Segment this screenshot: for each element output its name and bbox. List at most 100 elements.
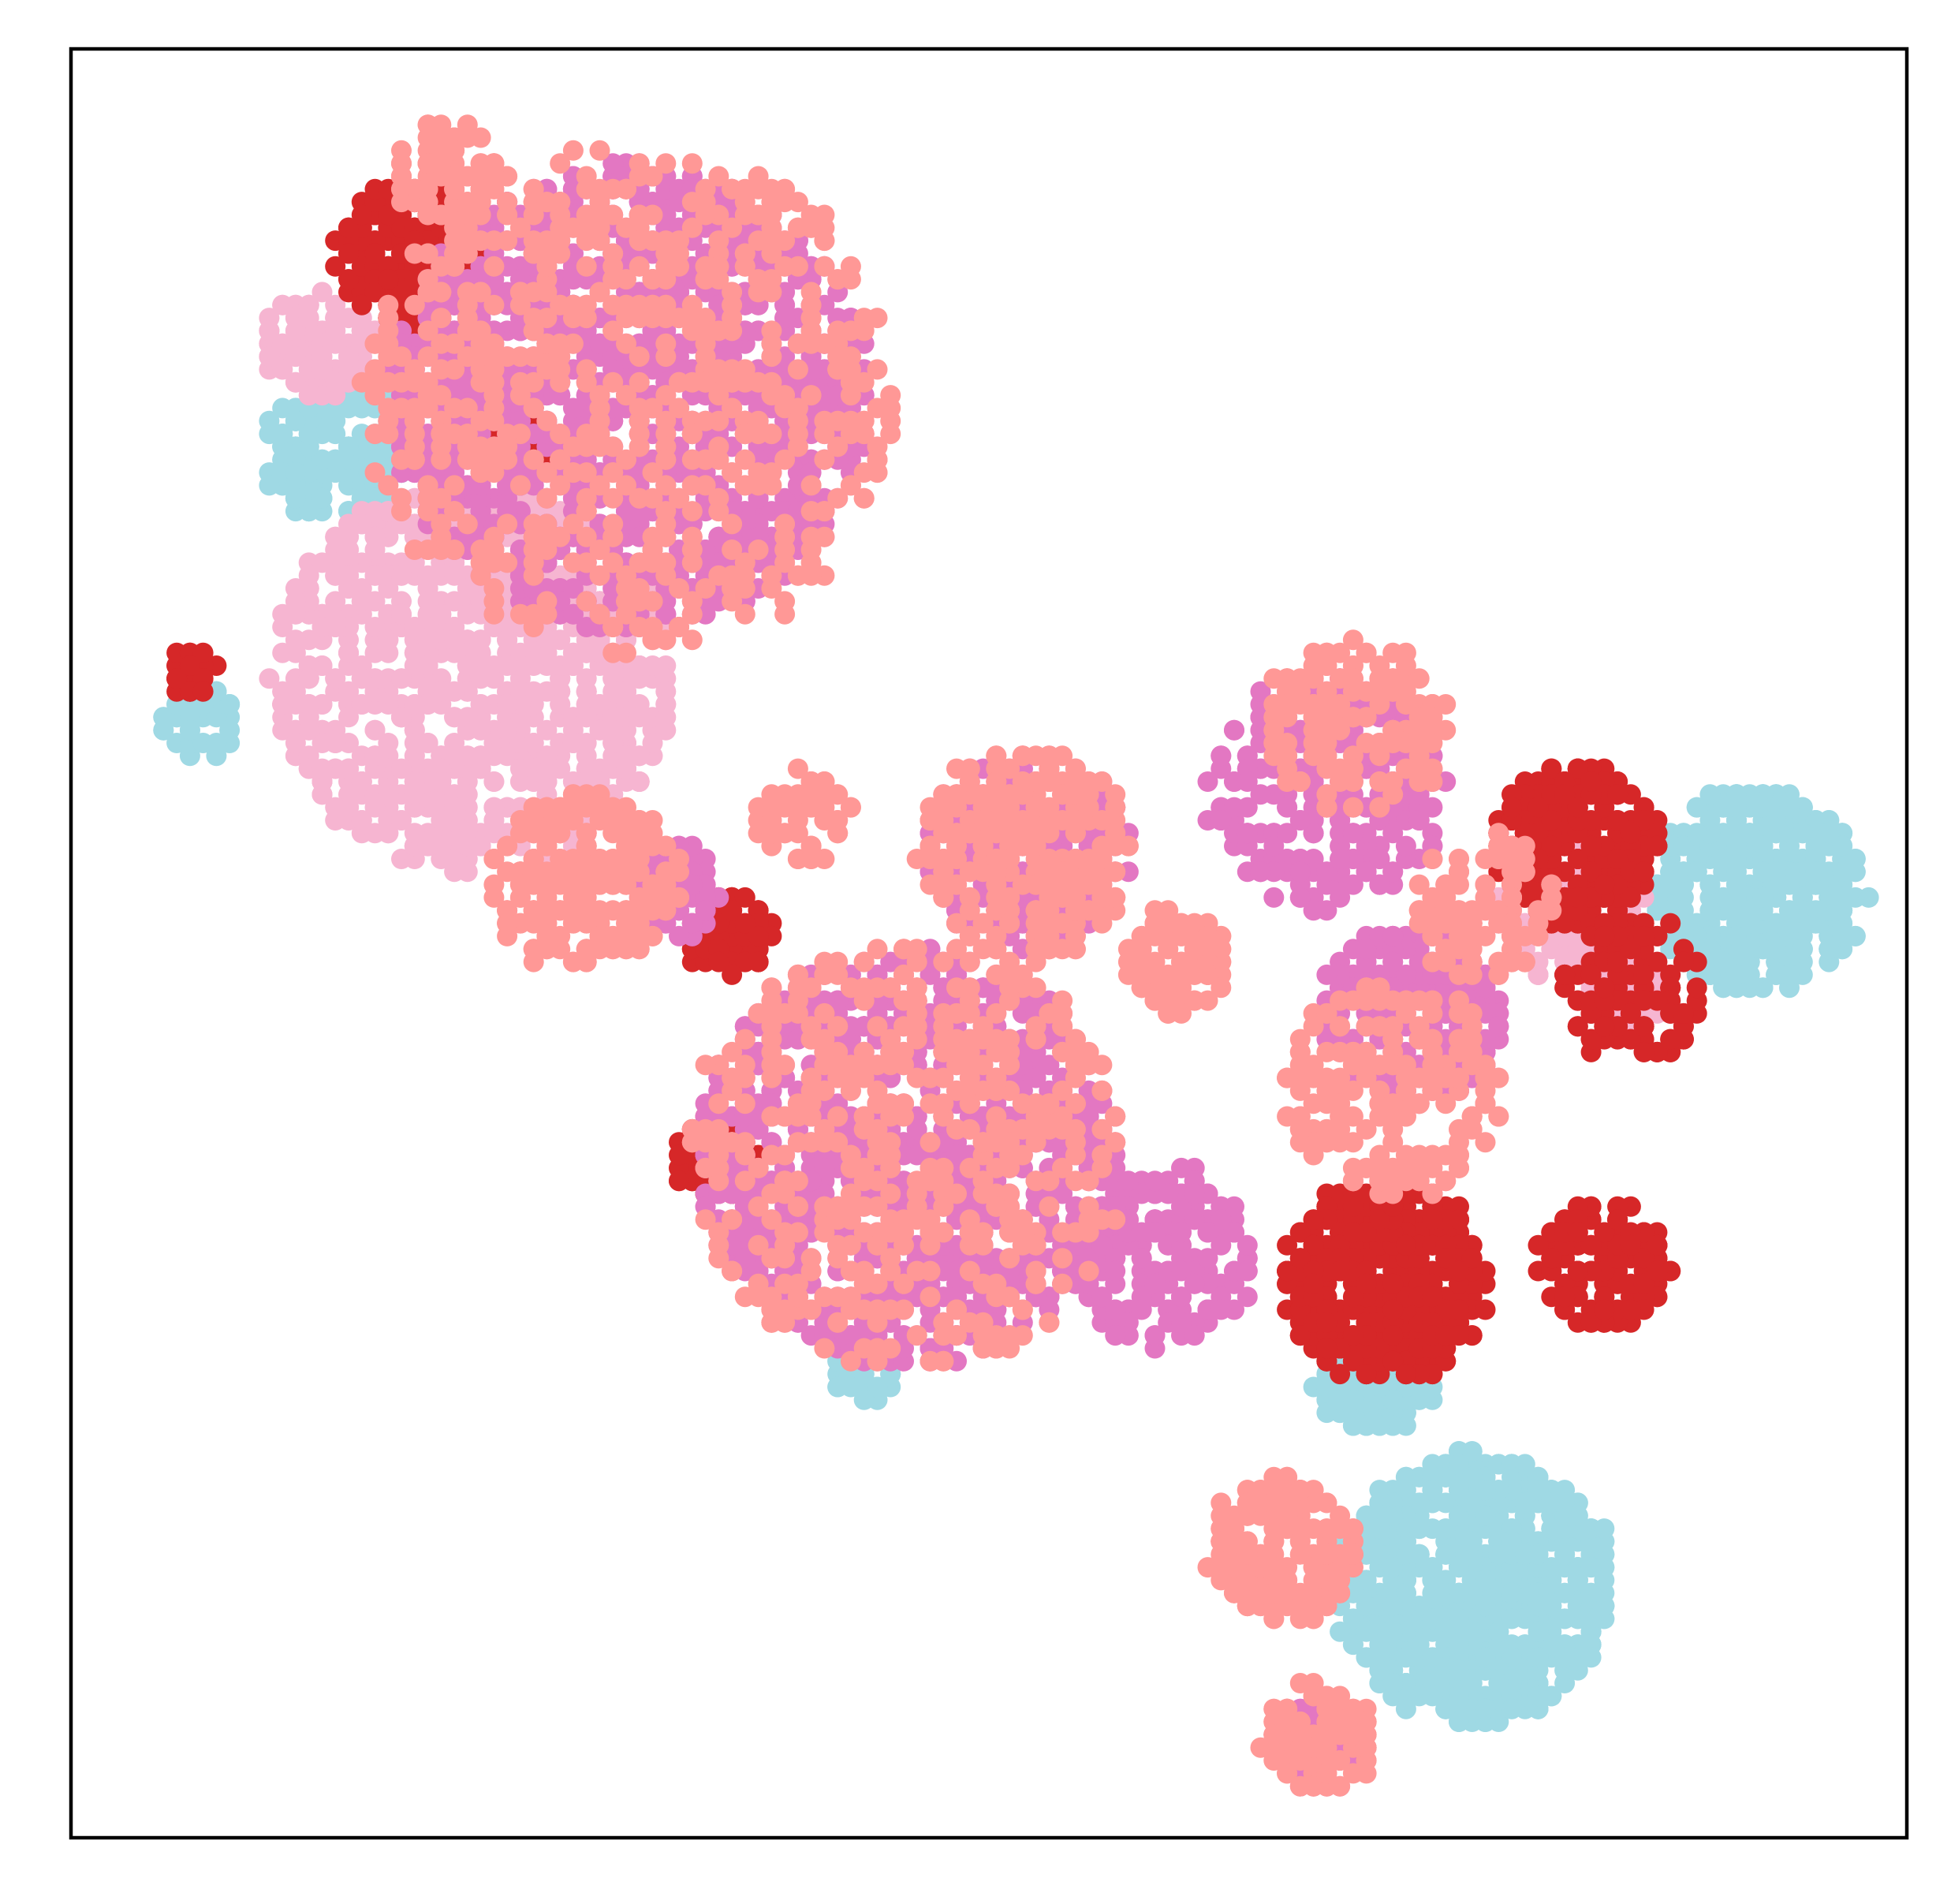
scatter-point <box>1356 1273 1377 1294</box>
scatter-point <box>1475 1570 1496 1591</box>
scatter-point <box>1408 1518 1430 1540</box>
scatter-point <box>1792 823 1813 844</box>
scatter-point <box>1422 1686 1443 1707</box>
scatter-point <box>1501 1698 1522 1719</box>
scatter-point <box>1726 835 1747 857</box>
scatter-point <box>1514 1544 1535 1565</box>
scatter-point <box>1739 913 1760 934</box>
scatter-point <box>417 733 438 753</box>
scatter-point <box>1461 1531 1483 1552</box>
scatter-point <box>483 810 505 831</box>
scatter-point <box>351 294 372 315</box>
scatter-point <box>404 617 425 637</box>
scatter-point <box>338 243 359 264</box>
scatter-point <box>364 719 386 741</box>
scatter-point <box>338 513 359 535</box>
scatter-point <box>1369 1659 1390 1681</box>
scatter-point <box>1832 835 1853 857</box>
scatter-point <box>536 719 558 741</box>
scatter-point <box>562 733 584 753</box>
scatter-point <box>311 359 333 380</box>
scatter-point <box>364 823 386 844</box>
scatter-point <box>1819 939 1840 960</box>
scatter-point <box>1356 1596 1377 1617</box>
scatter-point <box>1303 1209 1324 1230</box>
scatter-point <box>1580 835 1602 857</box>
scatter-point <box>364 591 386 612</box>
scatter-point <box>1594 1299 1615 1320</box>
scatter-point <box>338 642 359 663</box>
scatter-point <box>1475 1299 1496 1320</box>
scatter-point <box>298 719 319 741</box>
scatter-point <box>1342 1325 1363 1346</box>
scatter-point <box>1395 1698 1416 1719</box>
scatter-point <box>1805 861 1826 883</box>
scatter-point <box>364 745 386 767</box>
scatter-point <box>550 694 571 715</box>
scatter-point <box>1620 1299 1641 1320</box>
scatter-point <box>364 617 386 637</box>
scatter-point <box>325 591 346 612</box>
scatter-point <box>311 617 333 637</box>
scatter-point <box>1422 1647 1443 1668</box>
scatter-point <box>1792 939 1813 960</box>
scatter-point <box>1739 823 1760 844</box>
scatter-point <box>338 346 359 368</box>
scatter-point <box>1580 964 1602 985</box>
scatter-point <box>1422 1480 1443 1501</box>
scatter-point <box>272 294 293 315</box>
scatter-point <box>1726 874 1747 895</box>
scatter-point <box>457 655 478 676</box>
scatter-point <box>642 655 663 676</box>
scatter-point <box>444 565 465 586</box>
scatter-point <box>311 758 333 779</box>
scatter-point <box>1382 1596 1404 1617</box>
scatter-point <box>1356 1364 1377 1385</box>
scatter-point <box>1699 900 1721 921</box>
scatter-point <box>1633 925 1654 946</box>
scatter-point <box>1567 1222 1588 1243</box>
scatter-point <box>391 668 412 689</box>
scatter-point <box>1541 1492 1562 1514</box>
scatter-point <box>431 835 452 857</box>
scatter-point <box>1501 1608 1522 1630</box>
scatter-point <box>1449 1582 1469 1603</box>
scatter-point <box>325 320 346 342</box>
scatter-point <box>1342 1222 1363 1243</box>
scatter-point <box>364 243 386 264</box>
scatter-point <box>1501 797 1522 818</box>
scatter-point <box>1699 939 1721 960</box>
scatter-point <box>1567 1260 1588 1282</box>
scatter-point <box>1475 1596 1496 1617</box>
scatter-point <box>179 655 200 676</box>
scatter-point <box>298 385 319 406</box>
scatter-point <box>1330 1260 1351 1282</box>
scatter-point <box>1647 1234 1668 1256</box>
scatter-point <box>748 951 769 973</box>
scatter-point <box>1594 874 1615 895</box>
scatter-point <box>1699 874 1721 895</box>
scatter-point <box>1739 939 1760 960</box>
scatter-point <box>708 951 729 973</box>
scatter-point <box>1766 939 1787 960</box>
scatter-point <box>272 694 293 715</box>
scatter-point <box>404 823 425 844</box>
scatter-point <box>1395 1466 1416 1488</box>
scatter-point <box>1633 1016 1654 1037</box>
scatter-point <box>1766 861 1787 883</box>
scatter-point <box>179 719 200 741</box>
scatter-point <box>1805 810 1826 831</box>
scatter-point <box>1461 1441 1483 1462</box>
scatter-point <box>629 707 650 728</box>
scatter-point <box>1449 1209 1469 1230</box>
scatter-point <box>298 308 319 329</box>
scatter-point <box>1699 784 1721 805</box>
scatter-point <box>378 269 399 290</box>
scatter-point <box>1647 1260 1668 1282</box>
scatter-point <box>444 629 465 651</box>
scatter-point <box>1580 1608 1602 1630</box>
scatter-point <box>1647 835 1668 857</box>
scatter-point <box>734 913 755 934</box>
scatter-point <box>1382 1299 1404 1320</box>
scatter-point <box>1554 1286 1576 1308</box>
